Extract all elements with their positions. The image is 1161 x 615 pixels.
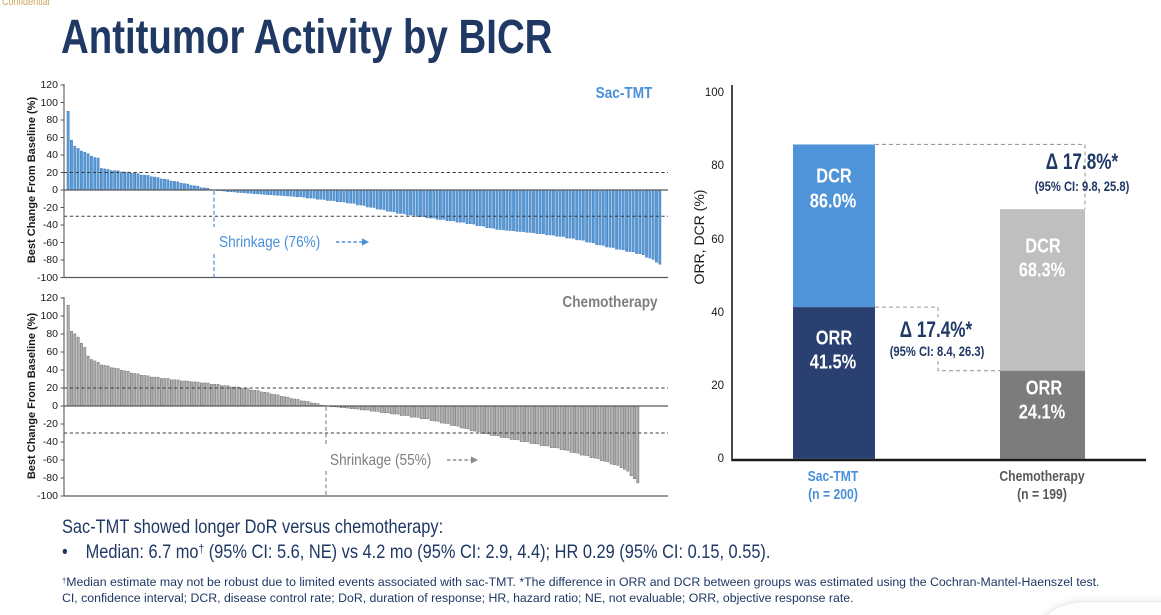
orr-bar-segment (1000, 370, 1085, 459)
waterfall-y-tick-label: -20 (42, 418, 58, 430)
dcr-bar-segment (793, 144, 875, 308)
waterfall-y-tick-label: 120 (40, 292, 58, 304)
dor-statement-bullet: • Median: 6.7 mo† (95% CI: 5.6, NE) vs 4.… (62, 541, 770, 564)
shrinkage-arrow-head-icon (362, 238, 369, 246)
delta-comparison-bracket (875, 143, 1086, 210)
waterfall-chemo-series-label: Chemotherapy (562, 294, 658, 311)
delta-comparison-bracket (875, 306, 939, 318)
sac-dcr-label: DCR (816, 165, 852, 188)
waterfall-y-tick-label: 60 (46, 131, 58, 144)
waterfall-y-tick-label: 80 (46, 114, 58, 126)
waterfall-sac-shrinkage-label: Shrinkage (76%) (219, 234, 321, 251)
waterfall-y-tick-label: 60 (46, 346, 58, 358)
sac-dcr-value: 86.0% (809, 190, 857, 212)
waterfall-y-tick-label: 0 (52, 184, 58, 196)
chemo-orr-label: ORR (1025, 377, 1062, 400)
waterfall-y-tick-label: -60 (42, 236, 58, 249)
bullet-text-post: (95% CI: 5.6, NE) vs 4.2 mo (95% CI: 2.9… (204, 541, 771, 563)
orr-delta-ci: (95% CI: 8.4, 26.3) (889, 342, 985, 359)
waterfall-y-tick-label: -80 (42, 254, 58, 266)
waterfall-y-tick-label: 40 (46, 149, 58, 161)
waterfall-sac-series-label: Sac-TMT (595, 85, 653, 102)
dcr-delta-annotation: Δ 17.8%* (1045, 149, 1119, 174)
waterfall-y-tick-label: 40 (46, 364, 58, 376)
bullet-text-pre: Median: 6.7 mo (85, 541, 199, 563)
waterfall-y-tick-label: 80 (46, 328, 58, 340)
orr-dcr-y-tick-label: 80 (711, 160, 724, 173)
waterfall-y-tick-label: 20 (46, 382, 58, 394)
chemo-orr-value: 24.1% (1018, 401, 1066, 424)
orr-dcr-y-tick-label: 20 (711, 379, 724, 392)
orr-dcr-y-tick-label: 60 (711, 233, 724, 246)
sac-category-label: Sac-TMT (807, 468, 859, 485)
waterfall-y-tick-label: 20 (46, 166, 58, 179)
page-title: Antitumor Activity by BICR (61, 11, 553, 64)
waterfall-y-tick-label: -80 (42, 472, 58, 484)
waterfall-y-tick-label: -100 (36, 271, 58, 284)
waterfall-y-tick-label: -40 (42, 436, 58, 448)
waterfall-chemo-shrinkage-label: Shrinkage (55%) (330, 452, 432, 469)
sac-orr-label: ORR (815, 327, 853, 350)
orr-delta-annotation: Δ 17.4%* (899, 316, 973, 342)
waterfall-y-tick-label: 120 (40, 79, 58, 91)
shrinkage-arrow-head-icon (471, 456, 478, 464)
sac-n-label: (n = 200) (808, 486, 859, 503)
bullet-glyph: • (62, 541, 68, 563)
dcr-bar-segment (1000, 209, 1085, 371)
waterfall-y-tick-label: -20 (42, 201, 58, 214)
sac-orr-value: 41.5% (809, 351, 857, 374)
footnote-abbreviations: CI, confidence interval; DCR, disease co… (62, 590, 854, 605)
waterfall-y-tick-label: 0 (52, 400, 58, 412)
orr-dcr-y-tick-label: 100 (704, 87, 724, 100)
dcr-delta-ci: (95% CI: 9.8, 25.8) (1034, 178, 1129, 194)
chemo-dcr-value: 68.3% (1018, 259, 1066, 282)
delta-comparison-bracket (937, 360, 1000, 372)
dor-statement-heading: Sac-TMT showed longer DoR versus chemoth… (62, 515, 444, 538)
waterfall-y-tick-label: 100 (40, 96, 58, 109)
waterfall-y-tick-label: 100 (40, 310, 58, 322)
chemo-dcr-label: DCR (1025, 235, 1061, 257)
orr-bar-segment (793, 307, 875, 459)
footnote-methods-text: Median estimate may not be robust due to… (66, 575, 1100, 589)
waterfall-y-tick-label: -100 (36, 490, 58, 502)
waterfall-y-tick-label: -60 (42, 454, 58, 466)
chemo-category-label: Chemotherapy (999, 468, 1086, 485)
bullet-dagger: † (198, 541, 205, 556)
confidential-watermark: Confidential (2, 0, 50, 8)
waterfall-y-tick-label: -40 (42, 219, 58, 231)
orr-dcr-y-tick-label: 0 (717, 452, 724, 465)
footnote-methods: †Median estimate may not be robust due t… (62, 575, 1099, 589)
orr-dcr-y-tick-label: 40 (711, 306, 724, 319)
footnote-dagger: † (62, 575, 67, 585)
chemo-n-label: (n = 199) (1017, 486, 1067, 503)
